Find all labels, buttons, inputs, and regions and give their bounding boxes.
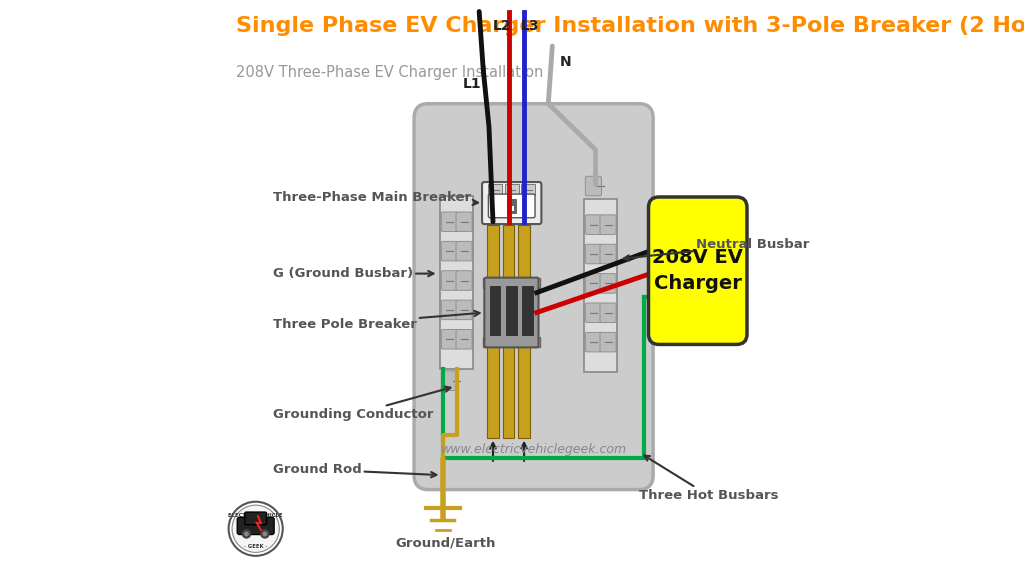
Bar — [507, 199, 516, 213]
Bar — [440, 196, 473, 369]
FancyBboxPatch shape — [586, 215, 601, 234]
FancyBboxPatch shape — [600, 332, 616, 352]
Text: L3: L3 — [521, 19, 540, 33]
Circle shape — [228, 502, 283, 556]
FancyBboxPatch shape — [456, 212, 472, 232]
FancyBboxPatch shape — [456, 329, 472, 349]
FancyBboxPatch shape — [441, 329, 458, 349]
Text: 208V EV
Charger: 208V EV Charger — [652, 248, 743, 293]
Text: · GEEK ·: · GEEK · — [244, 544, 267, 549]
Bar — [488, 184, 502, 195]
FancyBboxPatch shape — [600, 215, 616, 234]
Bar — [487, 225, 499, 438]
FancyBboxPatch shape — [456, 271, 472, 290]
FancyBboxPatch shape — [441, 371, 458, 391]
FancyBboxPatch shape — [648, 197, 748, 344]
FancyBboxPatch shape — [586, 176, 601, 196]
Bar — [509, 206, 514, 211]
FancyBboxPatch shape — [414, 104, 653, 490]
FancyBboxPatch shape — [586, 244, 601, 264]
Text: Three-Phase Main Breaker: Three-Phase Main Breaker — [273, 191, 478, 205]
FancyBboxPatch shape — [482, 182, 542, 224]
FancyBboxPatch shape — [488, 194, 535, 218]
Text: ELECTRIC VEHICLE: ELECTRIC VEHICLE — [228, 513, 283, 518]
FancyBboxPatch shape — [586, 274, 601, 293]
FancyBboxPatch shape — [586, 332, 601, 352]
Bar — [483, 337, 540, 347]
Text: Three Hot Busbars: Three Hot Busbars — [639, 456, 778, 502]
FancyBboxPatch shape — [484, 278, 539, 347]
FancyBboxPatch shape — [441, 241, 458, 261]
Circle shape — [245, 532, 248, 536]
Circle shape — [261, 530, 269, 538]
Text: Grounding Conductor: Grounding Conductor — [273, 386, 451, 421]
Text: Neutral Busbar: Neutral Busbar — [624, 238, 810, 260]
FancyBboxPatch shape — [245, 512, 266, 525]
Text: www.electricvehiclegeek.com: www.electricvehiclegeek.com — [440, 443, 627, 456]
Bar — [483, 278, 540, 288]
Bar — [521, 184, 535, 195]
FancyBboxPatch shape — [600, 303, 616, 323]
Bar — [518, 225, 529, 438]
Circle shape — [263, 532, 266, 536]
Text: N: N — [560, 55, 571, 69]
FancyBboxPatch shape — [441, 212, 458, 232]
Text: Three Pole Breaker: Three Pole Breaker — [273, 311, 479, 331]
FancyBboxPatch shape — [441, 271, 458, 290]
Bar — [505, 184, 518, 195]
Text: Ground/Earth: Ground/Earth — [395, 536, 496, 549]
FancyBboxPatch shape — [456, 241, 472, 261]
Bar — [584, 199, 617, 372]
FancyBboxPatch shape — [586, 303, 601, 323]
FancyBboxPatch shape — [441, 300, 458, 320]
FancyBboxPatch shape — [456, 300, 472, 320]
Circle shape — [232, 505, 280, 552]
Circle shape — [243, 530, 251, 538]
Text: Ground Rod: Ground Rod — [273, 463, 436, 478]
FancyBboxPatch shape — [238, 517, 274, 535]
FancyBboxPatch shape — [600, 244, 616, 264]
Bar — [522, 286, 532, 335]
Bar — [506, 286, 517, 335]
Bar — [490, 286, 501, 335]
Text: L1: L1 — [463, 77, 481, 90]
Text: 208V Three-Phase EV Charger Installation: 208V Three-Phase EV Charger Installation — [236, 65, 543, 79]
Text: L2: L2 — [493, 19, 511, 33]
Text: Single Phase EV Charger Installation with 3-Pole Breaker (2 Hot Wires): Single Phase EV Charger Installation wit… — [236, 16, 1024, 36]
FancyBboxPatch shape — [600, 274, 616, 293]
Text: G (Ground Busbar): G (Ground Busbar) — [273, 267, 433, 280]
Bar — [503, 225, 514, 438]
